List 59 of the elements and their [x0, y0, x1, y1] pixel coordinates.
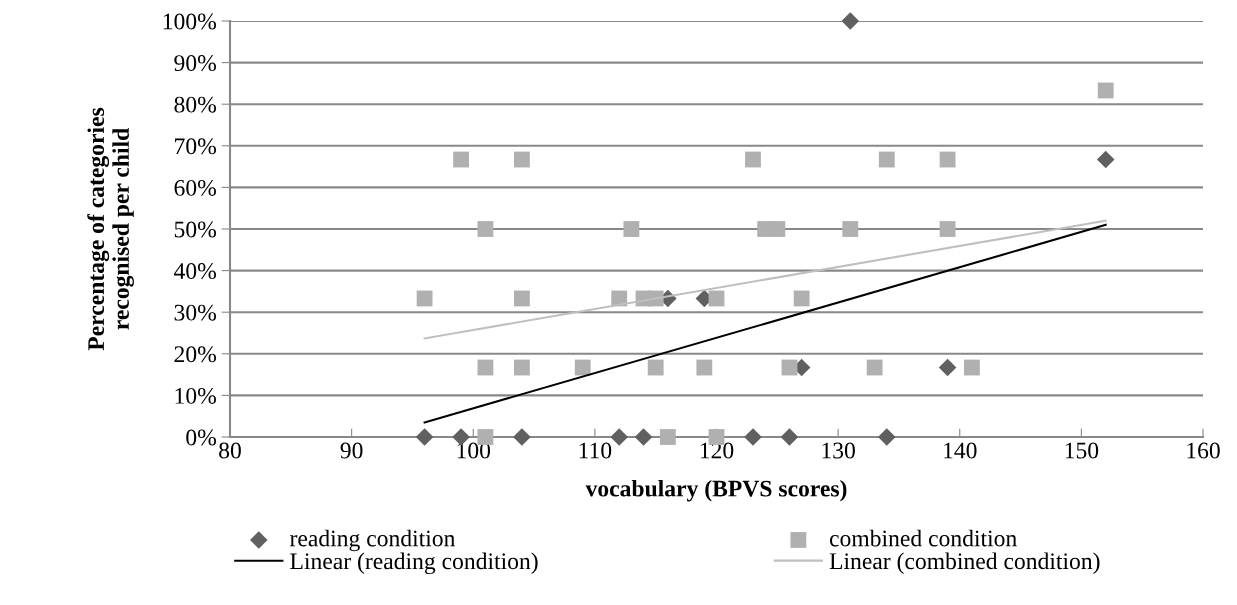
point	[939, 151, 956, 168]
point	[841, 12, 860, 30]
point	[963, 359, 980, 376]
point	[708, 290, 725, 307]
point	[647, 359, 664, 376]
point	[781, 359, 798, 376]
point	[513, 428, 531, 446]
y-tick-label: 100%	[163, 13, 216, 30]
x-tick-label: 80	[219, 442, 241, 459]
x-tick-label: 150	[1065, 442, 1099, 459]
point	[842, 221, 859, 237]
legend-label: combined condition	[829, 529, 1017, 547]
point	[634, 428, 653, 446]
y-axis-title: Percentage of categories recognised per child	[87, 107, 134, 351]
point	[415, 428, 434, 446]
point	[745, 151, 761, 168]
y-tick-label: 80%	[174, 96, 216, 113]
x-tick-label: 90	[340, 442, 363, 459]
point	[877, 428, 896, 446]
legend-label: Linear (reading condition)	[290, 552, 538, 575]
y-tick-label: 40%	[173, 263, 216, 280]
point	[623, 221, 640, 237]
point	[938, 358, 957, 377]
point	[513, 359, 530, 376]
y-tick-label: 90%	[174, 55, 216, 72]
x-axis-title: vocabulary (BPVS scores)	[585, 479, 847, 502]
y-tick-label: 70%	[175, 138, 216, 155]
point	[477, 359, 494, 376]
point	[878, 151, 895, 168]
point	[939, 221, 956, 237]
point	[610, 428, 628, 446]
point	[769, 221, 786, 237]
point	[659, 429, 676, 445]
point	[780, 428, 799, 446]
point	[574, 359, 591, 376]
x-tick-label: 120	[700, 442, 734, 459]
y-tick-label: 50%	[174, 221, 216, 238]
point	[513, 290, 530, 307]
point	[866, 359, 883, 376]
x-tick-label: 160	[1187, 442, 1220, 459]
x-tick-label: 130	[822, 442, 855, 459]
point	[453, 151, 470, 168]
x-tick-label: 140	[944, 442, 977, 459]
x-tick-label: 110	[579, 442, 612, 459]
point	[744, 428, 762, 446]
y-tick-label: 30%	[174, 304, 216, 321]
point	[1096, 150, 1115, 169]
point	[696, 359, 713, 376]
legend-label: reading condition	[289, 529, 456, 552]
y-tick-label: 10%	[175, 387, 216, 404]
legend-label: Linear (combined condition)	[829, 552, 1100, 574]
point	[1097, 82, 1114, 99]
y-tick-label: 0%	[186, 429, 216, 446]
point	[513, 151, 530, 168]
y-tick-label: 60%	[174, 179, 216, 196]
y-tick-label: 20%	[174, 346, 216, 363]
point	[793, 290, 810, 307]
point	[416, 290, 433, 307]
point	[477, 221, 494, 237]
